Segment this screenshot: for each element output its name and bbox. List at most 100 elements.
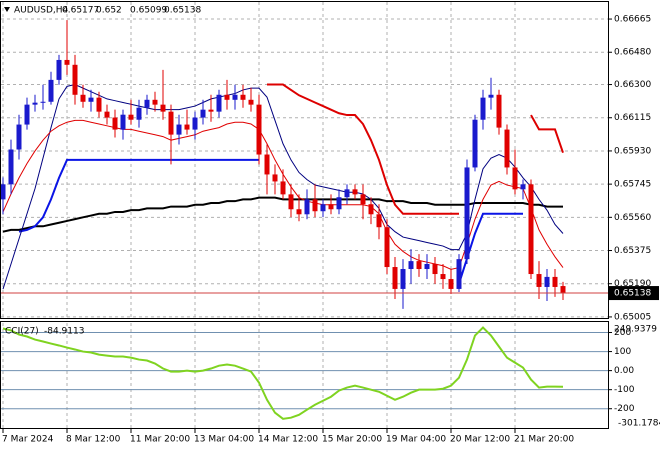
candle-body (328, 204, 334, 210)
x-tick-label: 8 Mar 12:00 (66, 435, 121, 445)
candle-body (16, 124, 22, 150)
candle-body (232, 94, 238, 100)
candle-body (528, 184, 534, 275)
x-tick-label: 13 Mar 04:00 (194, 435, 254, 445)
indicator-line (2, 196, 563, 233)
y-tick-label: 0.66665 (614, 15, 651, 25)
x-tick-label: 7 Mar 2024 (2, 435, 54, 445)
candle-body (296, 209, 302, 215)
y-tick-label: 0.00 (614, 366, 634, 376)
candle-body (304, 199, 310, 215)
candle-body (416, 261, 422, 270)
x-tick-label: 11 Mar 20:00 (130, 435, 190, 445)
candle-body (432, 263, 438, 275)
candle-body (392, 267, 398, 289)
y-tick-label: 0.65375 (614, 246, 651, 256)
candle-body (192, 117, 198, 130)
y-range-label: -301.1784 (618, 419, 660, 429)
y-tick-label: 0.65560 (614, 213, 651, 223)
indicator-line (267, 83, 459, 215)
candle-body (256, 104, 262, 155)
candle-body (480, 97, 486, 120)
low-value: 0.65099 (130, 6, 167, 16)
indicator-line (458, 212, 523, 285)
candle-body (384, 227, 390, 268)
close-value: 0.65138 (164, 6, 201, 16)
candle-body (96, 97, 102, 112)
candle-body (240, 94, 246, 100)
candle-body (144, 99, 150, 108)
candle-body (312, 199, 318, 212)
candle-body (464, 167, 470, 260)
y-tick-label: -200 (614, 404, 635, 414)
candle-body (120, 114, 126, 130)
candle-body (488, 94, 494, 98)
candle-body (496, 94, 502, 128)
candle-body (264, 154, 270, 175)
candle-body (360, 194, 366, 205)
candle-body (64, 59, 70, 65)
candle-body (408, 261, 414, 270)
candle-body (400, 269, 406, 289)
y-tick-label: 0.66300 (614, 80, 651, 90)
y-tick-label: 200 (614, 328, 631, 338)
y-tick-label: 0.65745 (614, 180, 651, 190)
candle-body (40, 101, 46, 103)
candle-body (376, 214, 382, 228)
candle-body (128, 114, 134, 120)
plot-layer (0, 20, 608, 420)
candle-body (512, 167, 518, 190)
y-tick-label: 0.65005 (614, 312, 651, 322)
candle-body (336, 197, 342, 210)
candle-body (456, 259, 462, 289)
candle-body (552, 276, 558, 287)
candle-body (280, 181, 286, 195)
candle-body (448, 279, 454, 289)
candle-body (0, 184, 6, 200)
cci-frame (0, 321, 609, 429)
high-value: 0.652 (96, 6, 122, 16)
price-tag (609, 286, 659, 301)
x-tick-label: 14 Mar 12:00 (258, 435, 318, 445)
candle-body (504, 129, 510, 168)
indicator-line (2, 326, 564, 420)
candle-body (112, 117, 118, 130)
indicator-line (2, 84, 564, 290)
candle-body (168, 111, 174, 135)
candle-body (8, 149, 14, 185)
candle-body (56, 59, 62, 80)
indicator-line (18, 158, 259, 233)
candle-body (320, 204, 326, 212)
candle-body (88, 97, 94, 102)
main-frame (0, 1, 609, 319)
x-tick-label: 19 Mar 04:00 (386, 435, 446, 445)
candle-body (24, 104, 30, 125)
symbol: AUDUSD,H4 (14, 6, 69, 16)
candle-body (424, 263, 430, 270)
candle-body (80, 94, 86, 102)
x-tick-label: 21 Mar 20:00 (514, 435, 574, 445)
candle-body (344, 189, 350, 198)
candle-body (216, 94, 222, 112)
x-tick-label: 15 Mar 20:00 (322, 435, 382, 445)
candle-body (272, 174, 278, 182)
y-tick-label: 0.66480 (614, 48, 651, 58)
y-tick-label: 100 (614, 347, 631, 357)
cci-name: CCI(27) (5, 327, 39, 337)
candle-body (352, 189, 358, 195)
candle-body (48, 79, 54, 102)
candle-body (536, 274, 542, 287)
candle-body (176, 124, 182, 135)
x-tick-label: 20 Mar 12:00 (450, 435, 510, 445)
y-range-label: 249.9379 (614, 325, 657, 335)
candle-body (472, 119, 478, 168)
candle-body (368, 204, 374, 215)
candle-body (224, 94, 230, 100)
candle-body (136, 107, 142, 120)
y-tick-label: -100 (614, 385, 635, 395)
candle-body (208, 109, 214, 112)
candle-body (248, 99, 254, 105)
candle-body (520, 184, 526, 190)
